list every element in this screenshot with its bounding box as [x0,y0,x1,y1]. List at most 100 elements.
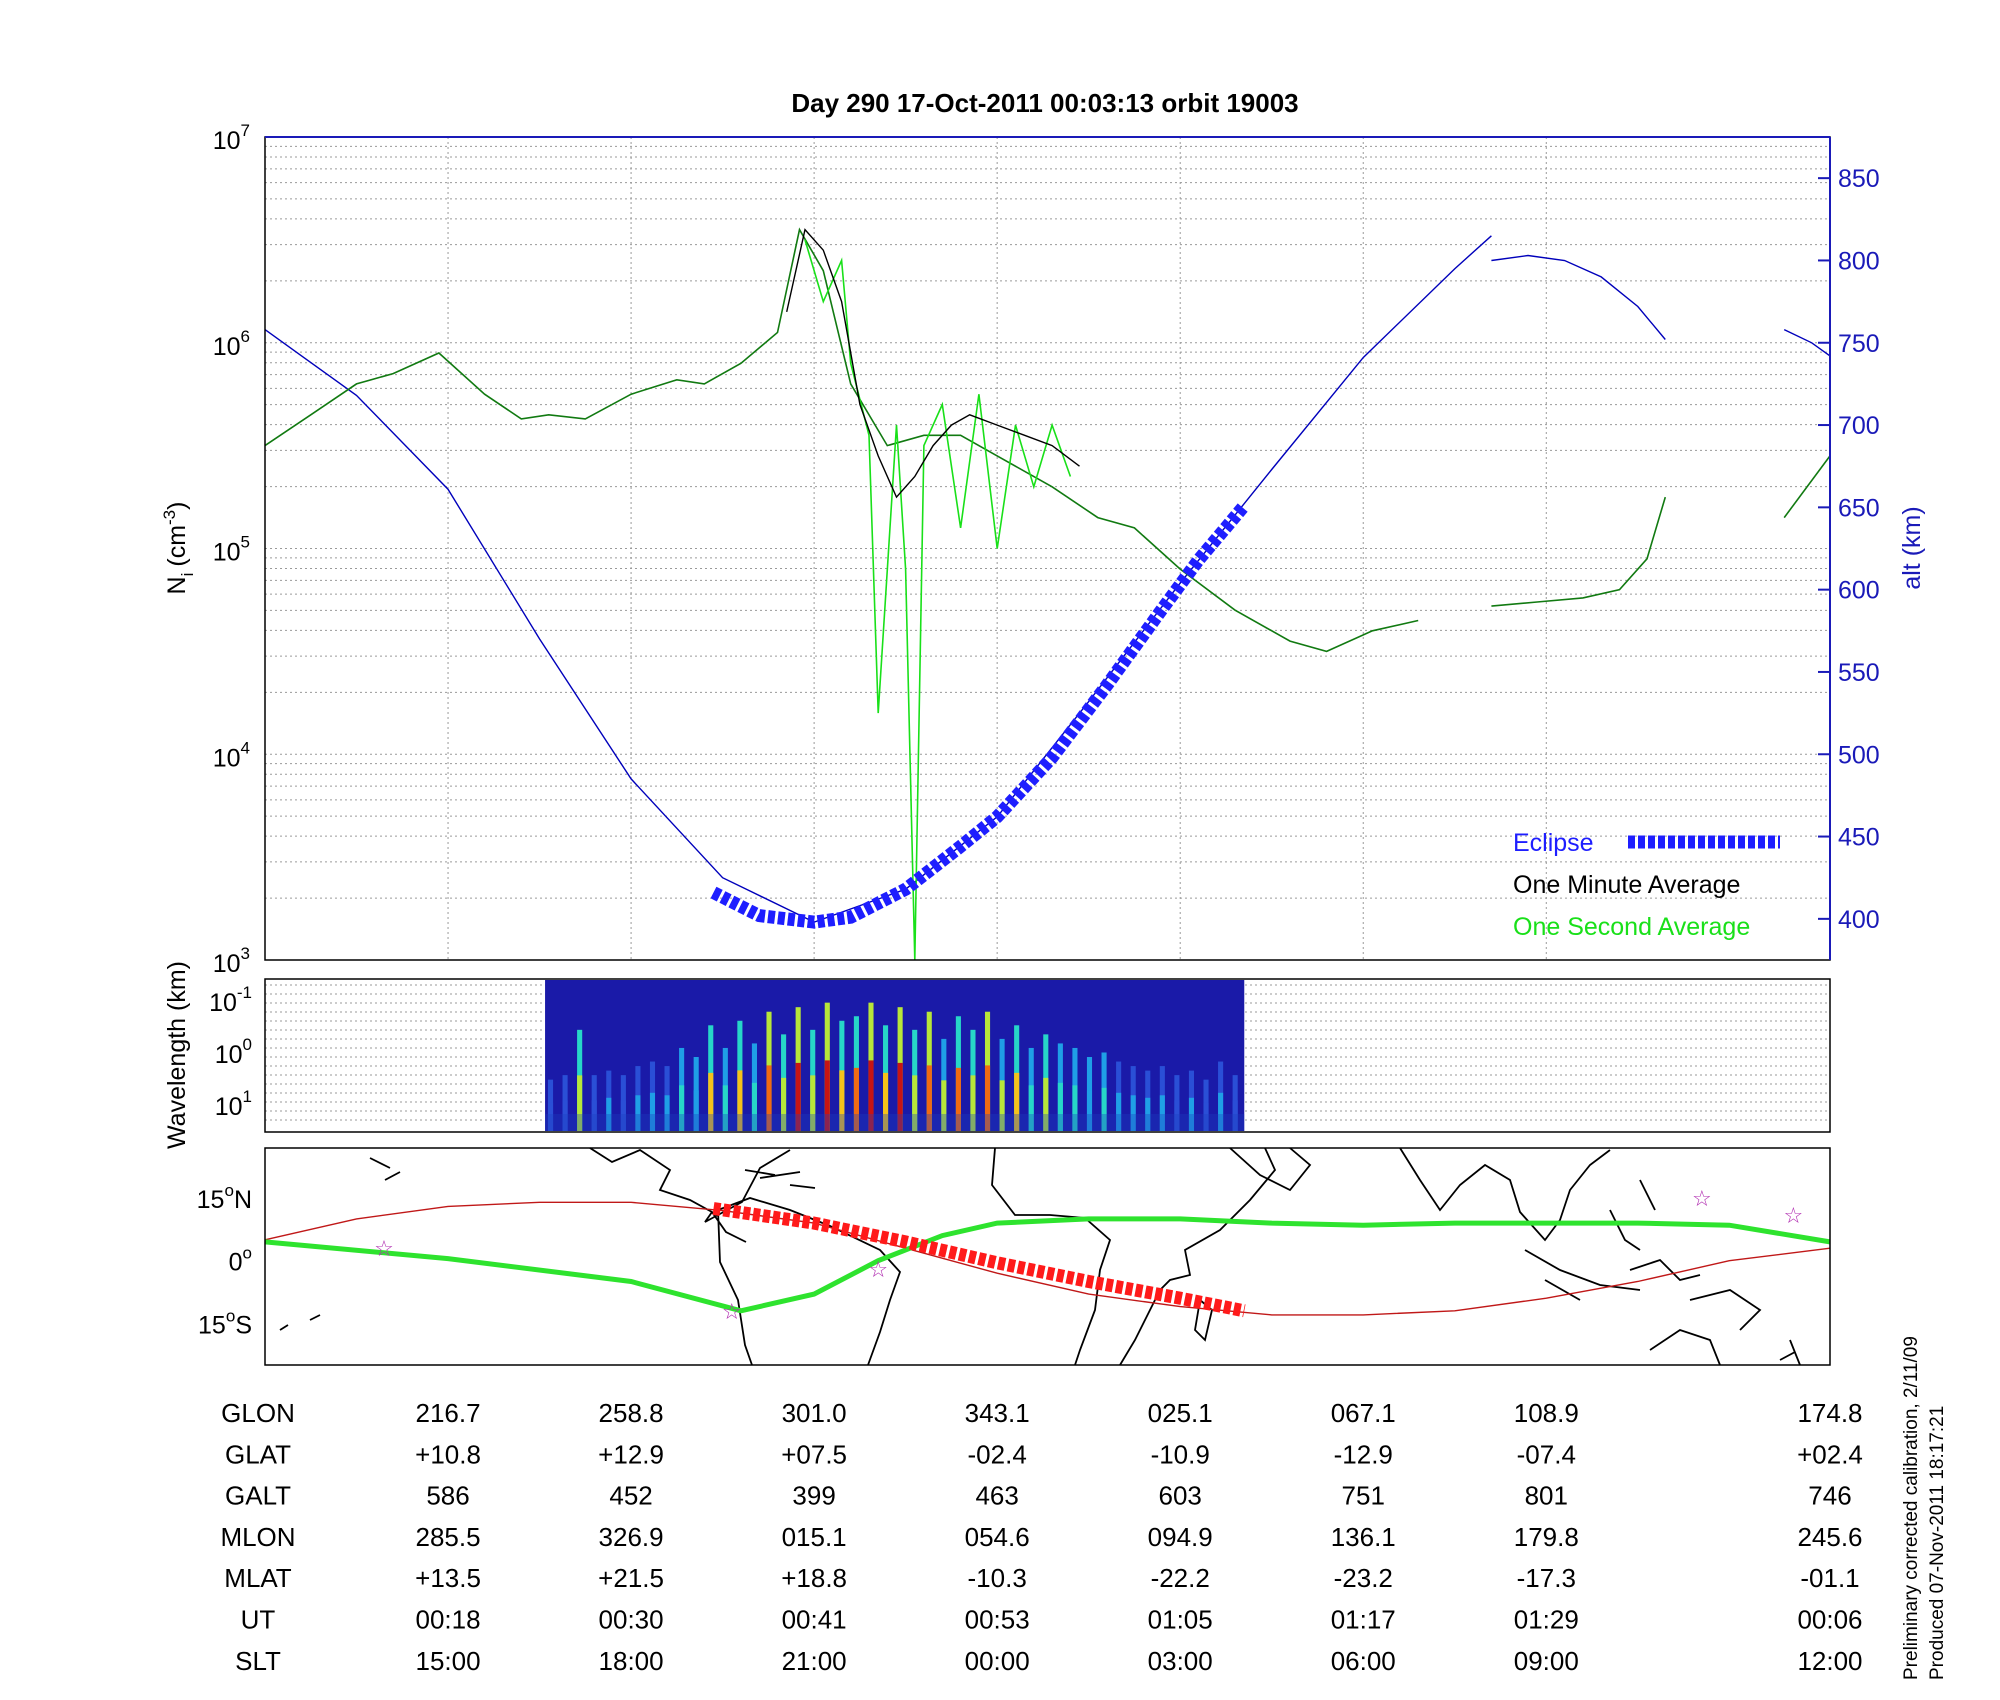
table-row-label: GALT [225,1481,291,1511]
spectrogram-column-core [1072,1085,1078,1131]
spectrogram-column-core [620,1100,626,1131]
legend-one-minute-average: One Minute Average [1513,871,1740,899]
latitude-tick-degree: o [243,1244,252,1263]
spectrogram-column-core [664,1095,670,1131]
density-line [264,227,1419,653]
one-second-average-line [804,239,1072,961]
table-row-label: GLAT [225,1439,291,1469]
spectrogram-column-core [926,1065,932,1131]
table-cell: 21:00 [782,1646,847,1676]
table-cell: +02.4 [1797,1439,1863,1469]
spectrogram-column-core [649,1092,656,1131]
density-tick-base: 10 [213,333,241,361]
latitude-tick-value: 15 [197,1186,225,1214]
spectrogram-column-core [1232,1100,1238,1131]
coastline-australia [1649,1329,1801,1366]
legend: Eclipse One Minute Average One Second Av… [1513,829,1780,941]
density-tick-label: 105 [213,533,250,567]
latitude-tick-degree: o [224,1181,233,1200]
spectrogram-column-core [853,1067,859,1131]
density-tick-label: 104 [213,738,250,772]
table-cell: 03:00 [1148,1646,1213,1676]
wavelength-tick-base: 10 [209,989,237,1017]
table-row-label: MLON [220,1522,295,1552]
coastline-islands [279,1157,1796,1361]
spectrogram-column-core [781,1077,787,1131]
latitude-tick-value: 0 [229,1249,243,1277]
altitude-tick-label: 800 [1838,247,1880,275]
magnetic-equator-line [264,1201,1831,1316]
spectrogram-column-core [883,1072,889,1131]
coastline-arabia [1229,1147,1312,1192]
density-y-label-symbol: N [163,576,191,594]
spectrogram-image [545,980,1245,1131]
wavelength-tick-label: 101 [215,1087,252,1121]
orbit-parameter-table: GLON 216.7 258.8 301.0 343.1 025.1 067.1 108.9 1… [220,1398,1862,1676]
table-cell: -02.4 [968,1439,1027,1469]
latitude-tick-degree: o [226,1306,235,1325]
table-cell: +12.9 [598,1439,664,1469]
table-cell: 801 [1525,1481,1568,1511]
table-cell: 586 [426,1481,469,1511]
table-cell: 06:00 [1331,1646,1396,1676]
density-tick-exp: 4 [241,738,250,757]
spectrogram-column-core [1014,1072,1020,1131]
density-tick-base: 10 [213,539,241,567]
table-cell: 285.5 [416,1522,481,1552]
station-star-icon: ☆ [1784,1203,1804,1228]
density-tick-label: 107 [213,121,250,155]
table-cell: 00:41 [782,1605,847,1635]
altitude-line [1491,254,1666,340]
eclipse-track-line [712,1202,1246,1318]
eclipse-line [710,501,1250,929]
legend-eclipse: Eclipse [1513,829,1594,857]
wavelength-tick-label: 10-1 [209,983,252,1017]
spectrogram-column-core [1028,1085,1034,1131]
spectrogram-column-core [606,1097,612,1131]
chart-title: Day 290 17-Oct-2011 00:03:13 orbit 19003 [791,88,1298,118]
table-cell: 301.0 [782,1398,847,1428]
altitude-line [264,235,1492,923]
table-cell: -10.9 [1151,1439,1210,1469]
spectrogram-column-core [722,1085,728,1131]
table-cell: 00:00 [965,1646,1030,1676]
spectrogram-column-core [941,1080,947,1131]
table-cell: 00:18 [416,1605,481,1635]
spectrogram-column-core [912,1075,918,1131]
spectrogram-background [545,980,1245,1131]
density-line [1783,455,1831,519]
spectrogram-column-core [766,1065,772,1131]
table-cell: 216.7 [416,1398,481,1428]
spectrogram-column-core [824,1060,830,1131]
density-tick-exp: 7 [241,121,250,140]
spectrogram-column-core [1145,1097,1151,1131]
spectrogram-column-core [1174,1100,1180,1131]
spectrogram-y-label: Wavelength (km) [163,961,191,1149]
table-cell: 136.1 [1331,1522,1396,1552]
density-tick-exp: 5 [241,533,250,552]
spectrogram-column-core [679,1085,685,1131]
one-minute-average-line [786,228,1080,499]
density-tick-exp: 3 [241,944,250,963]
spectrogram-column-core [693,1090,699,1131]
altitude-ticks: 400 450 500 550 600 650 700 750 800 850 [1818,165,1880,934]
altitude-tick-label: 750 [1838,330,1880,358]
table-row-label: SLT [235,1646,281,1676]
density-series [264,227,1831,961]
coastline-india-asia [1399,1147,1611,1242]
latitude-tick-hemisphere: S [235,1311,252,1339]
spectrogram-column-core [970,1075,976,1131]
station-star-icon: ☆ [868,1257,888,1282]
table-cell: 12:00 [1797,1646,1862,1676]
table-cell: 015.1 [782,1522,847,1552]
table-cell: 09:00 [1514,1646,1579,1676]
table-cell: 746 [1808,1481,1851,1511]
wavelength-tick-base: 10 [215,1093,243,1121]
latitude-tick-value: 15 [198,1311,226,1339]
ground-track-line [264,1216,1831,1314]
altitude-tick-label: 400 [1838,906,1880,934]
